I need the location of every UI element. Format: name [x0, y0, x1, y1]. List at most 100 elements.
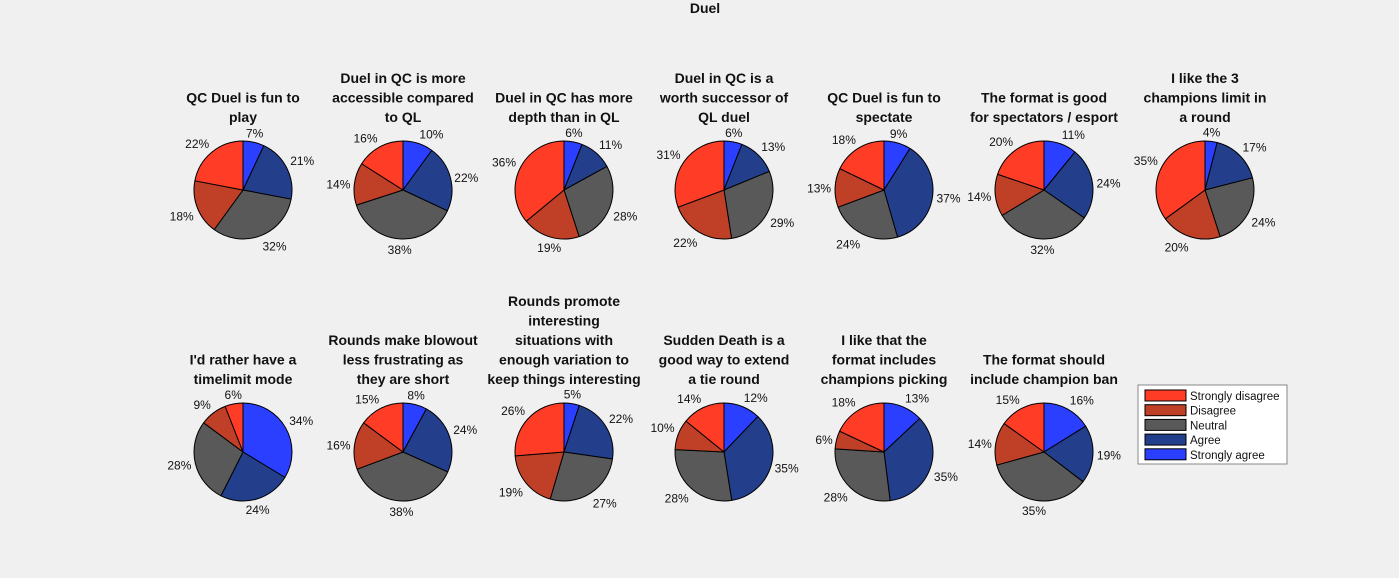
pie-title-line: I like the 3 — [1171, 70, 1239, 86]
pie-title-line: Rounds make blowout — [328, 332, 478, 348]
pie-percent-label: 24% — [836, 237, 860, 251]
pie-chart: QC Duel is fun to spectate 9% 37% 24% 13% 18% — [807, 90, 961, 252]
pie-slice-strongly-disagree — [997, 140, 1045, 191]
legend-entry: Neutral — [1190, 420, 1227, 432]
legend-swatch — [1144, 404, 1187, 417]
pie-slice-agree — [563, 404, 614, 460]
pie-slice-strongly-disagree — [363, 402, 404, 453]
pie-title-line: QL duel — [698, 109, 750, 125]
pie-title-line: include champion ban — [970, 371, 1118, 387]
pie-percent-label: 20% — [989, 135, 1013, 149]
pie-chart: Rounds promote interesting situations with… — [487, 293, 640, 511]
pie-slice-neutral — [1001, 189, 1085, 240]
pie-percent-label: 13% — [905, 391, 929, 405]
pie-percent-label: 14% — [967, 190, 991, 204]
pie-title-line: spectate — [856, 109, 913, 125]
pie-percent-label: 24% — [1251, 216, 1275, 230]
pie-percent-label: 18% — [832, 395, 856, 409]
pie-slice-neutral — [193, 422, 244, 497]
pie-slice-neutral — [213, 189, 292, 240]
pie-slice-neutral — [834, 448, 891, 502]
pie-title-line: depth than in QL — [508, 109, 620, 125]
pie-percent-label: 32% — [1030, 243, 1054, 257]
pie-title-line: Duel in QC is a — [675, 70, 774, 86]
pie-percent-label: 27% — [593, 497, 617, 511]
pie-slice-strongly-disagree — [1155, 140, 1206, 220]
pie-slice-strongly-disagree — [839, 402, 885, 453]
pie-slice-strongly-disagree — [514, 402, 565, 457]
pie-slice-strongly-agree — [1043, 402, 1087, 453]
pie-percent-label: 6% — [725, 126, 743, 140]
pie-title-line: format includes — [832, 352, 936, 368]
pie-percent-label: 16% — [1070, 394, 1094, 408]
pie-percent-label: 35% — [775, 462, 799, 476]
pie-title-line: Rounds promote — [508, 293, 620, 309]
pie-slice-disagree — [514, 451, 565, 500]
pie-slice-strongly-disagree — [514, 140, 565, 222]
pie-slice-agree — [1043, 425, 1094, 483]
pie-title-line: The format is good — [981, 90, 1107, 106]
pie-percent-label: 16% — [326, 439, 350, 453]
pie-percent-label: 15% — [355, 393, 379, 407]
pie-slice-disagree — [525, 189, 580, 240]
pie-percent-label: 6% — [815, 433, 833, 447]
pie-percent-label: 36% — [492, 155, 516, 169]
pie-slice-neutral — [996, 451, 1084, 502]
legend-swatch — [1144, 433, 1187, 446]
pie-percent-label: 9% — [890, 127, 908, 141]
pie-title-line: Sudden Death is a — [663, 332, 785, 348]
pie-slice-neutral — [674, 449, 733, 502]
pie-percent-label: 22% — [454, 171, 478, 185]
pie-percent-label: 24% — [246, 503, 270, 517]
pie-slice-neutral — [1204, 177, 1255, 238]
legend-swatch — [1144, 389, 1187, 402]
pie-title-line: enough variation to — [499, 352, 629, 368]
pie-percent-label: 8% — [407, 389, 425, 403]
pie-percent-label: 16% — [353, 132, 377, 146]
pie-title-line: a round — [1179, 109, 1230, 125]
pie-slice-strongly-disagree — [224, 402, 244, 453]
pie-title-line: champions picking — [821, 371, 948, 387]
pie-title-line: I'd rather have a — [190, 352, 297, 368]
pie-percent-label: 22% — [673, 236, 697, 250]
pie-percent-label: 31% — [656, 148, 680, 162]
pie-slice-neutral — [563, 165, 614, 238]
pie-chart: The format should include champion ban 16%… — [968, 352, 1121, 519]
legend-entry: Disagree — [1190, 406, 1236, 418]
pie-title-line: timelimit mode — [194, 371, 293, 387]
pie-percent-label: 32% — [263, 239, 287, 253]
pie-title-line: keep things interesting — [487, 371, 640, 387]
pie-charts: QC Duel is fun toplay7%21%32%18%22%Duel … — [167, 70, 1275, 519]
pie-percent-label: 21% — [290, 154, 314, 168]
pie-percent-label: 9% — [193, 398, 211, 412]
pie-title-line: QC Duel is fun to — [186, 90, 300, 106]
pie-percent-label: 7% — [246, 126, 264, 140]
pie-percent-label: 29% — [770, 216, 794, 230]
legend-swatch — [1144, 418, 1187, 431]
pie-slice-disagree — [1164, 189, 1221, 240]
pie-percent-label: 13% — [807, 182, 831, 196]
pie-percent-label: 35% — [934, 470, 958, 484]
pie-percent-label: 11% — [599, 138, 622, 152]
pie-slice-agree — [883, 147, 934, 238]
pie-slice-agree — [1204, 142, 1253, 191]
pie-percent-label: 28% — [613, 210, 637, 224]
pie-percent-label: 6% — [565, 126, 583, 140]
pie-percent-label: 19% — [537, 241, 561, 255]
pie-percent-label: 12% — [744, 391, 768, 405]
pie-percent-label: 38% — [388, 243, 412, 257]
pie-percent-label: 10% — [419, 128, 443, 142]
pie-slice-strongly-disagree — [685, 402, 725, 453]
pie-chart: I'd rather have a timelimit mode 34% 24% 28%… — [167, 352, 313, 517]
pie-title-line: good way to extend — [659, 352, 790, 368]
pie-slice-agree — [883, 417, 934, 502]
pie-percent-label: 17% — [1243, 141, 1267, 155]
pie-percent-label: 26% — [501, 404, 525, 418]
pie-percent-label: 24% — [453, 423, 477, 437]
pie-slice-agree — [723, 416, 774, 501]
pie-percent-label: 35% — [1134, 154, 1158, 168]
pie-title-line: Duel in QC is more — [340, 70, 465, 86]
